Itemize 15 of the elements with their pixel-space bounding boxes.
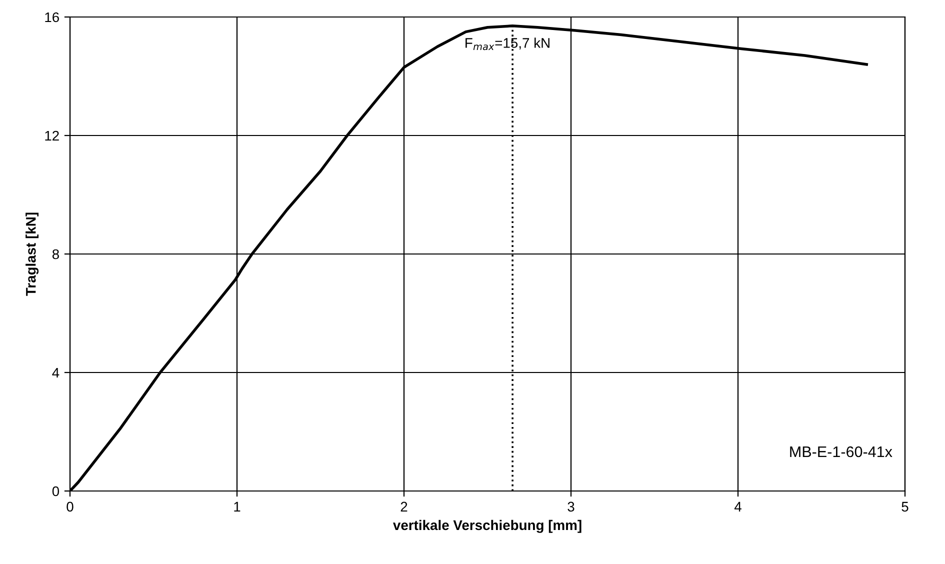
y-tick-label: 16 [45,12,59,22]
y-tick-label: 4 [52,368,60,378]
x-axis-title: vertikale Verschiebung [mm] [393,520,582,533]
annotation: F$_{max}$=15,7 kN [466,38,550,50]
x-tick-label: 2 [400,502,408,512]
y-tick-label: 0 [52,486,60,496]
x-tick-label: 1 [234,502,240,512]
y-axis-title: Traglast [kN] [26,212,39,296]
x-tick-label: 4 [734,502,742,512]
x-tick-label: 0 [66,502,74,512]
x-tick-label: 3 [568,502,574,512]
annotation: MB-E-1-60-41x [790,446,892,458]
y-tick-label: 12 [45,130,59,141]
y-tick-label: 8 [52,249,59,260]
x-tick-label: 5 [902,502,908,512]
